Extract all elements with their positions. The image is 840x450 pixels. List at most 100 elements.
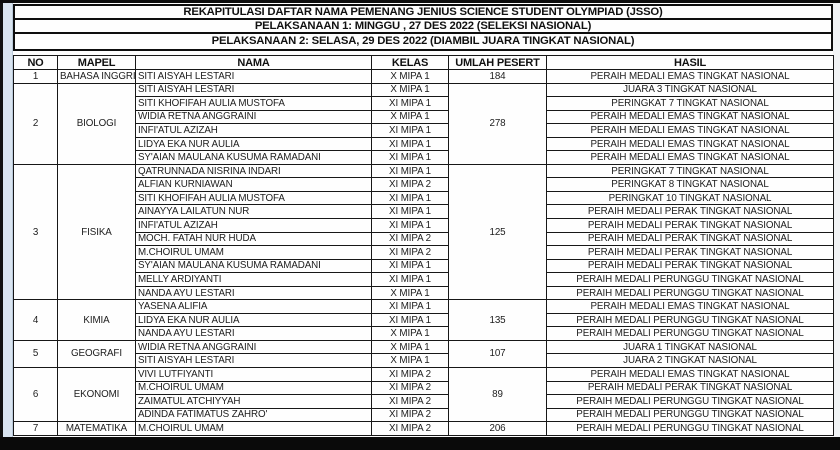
cell-hasil: PERAIH MEDALI PERUNGGU TINGKAT NASIONAL [546,312,834,328]
table-row: SY'AIAN MAULANA KUSUMA RAMADANI XI MIPA 1… [14,150,834,165]
cell-kelas: XI MIPA 2 [371,177,449,192]
cell-jumlah: 107 [448,339,547,369]
column-header: HASIL [546,55,834,70]
cell-mapel: EKONOMI [57,367,136,423]
table-row: SITI AISYAH LESTARI X MIPA 1 JUARA 2 TINGK… [14,353,834,369]
spreadsheet-right-margin [833,3,840,437]
table-row: MELLY ARDIYANTI XI MIPA 1 PERAIH MEDALI PE… [14,272,834,287]
bottom-edge-bar [0,437,840,450]
table-row: LIDYA EKA NUR AULIA XI MIPA 1 PERAIH MEDAL… [14,136,834,152]
cell-nama: ADINDA FATIMATUS ZAHRO' [135,407,372,423]
cell-kelas: XI MIPA 1 [371,312,449,328]
cell-nama: WIDIA RETNA ANGGRAINI [135,109,372,125]
cell-nama: M.CHOIRUL UMAM [135,380,372,396]
cell-nama: NANDA AYU LESTARI [135,285,372,301]
top-edge-strip [0,0,840,3]
cell-no: 1 [13,69,58,84]
table-row: 2 BIOLOGI SITI AISYAH LESTARI X MIPA 1 278 JU… [13,82,834,165]
table-row: ZAIMATUL ATCHIYYAH XI MIPA 2 PERAIH MEDALI… [14,394,834,409]
cell-hasil: JUARA 3 TINGKAT NASIONAL [546,82,834,98]
cell-hasil: PERAIH MEDALI PERAK TINGKAT NASIONAL [546,245,834,260]
title-block: REKAPITULASI DAFTAR NAMA PEMENANG JENIUS… [13,4,833,51]
table-row: MOCH. FATAH NUR HUDA XI MIPA 2 PERAIH MEDA… [14,231,834,247]
cell-kelas: XI MIPA 1 [371,150,449,165]
cell-nama: SY'AIAN MAULANA KUSUMA RAMADANI [135,258,372,274]
table-row: NANDA AYU LESTARI X MIPA 1 PERAIH MEDALI P… [14,326,834,341]
cell-kelas: XI MIPA 2 [371,380,449,396]
cell-hasil: PERINGKAT 7 TINGKAT NASIONAL [546,163,834,179]
cell-hasil: PERAIH MEDALI PERAK TINGKAT NASIONAL [546,218,834,233]
column-header: NO [13,55,58,70]
column-header: KELAS [371,55,449,70]
cell-no: 5 [13,339,58,369]
table-row: 4 KIMIA YASENA ALIFIA XI MIPA 1 135 PERAIH ME… [13,299,834,341]
cell-hasil: PERAIH MEDALI EMAS TINGKAT NASIONAL [546,109,834,125]
cell-mapel: KIMIA [57,299,136,341]
table-row: INFI'ATUL AZIZAH XI MIPA 1 PERAIH MEDALI E… [14,123,834,138]
cell-nama: INFI'ATUL AZIZAH [135,123,372,138]
cell-jumlah: 89 [448,367,547,423]
table-row: SITI KHOFIFAH AULIA MUSTOFA XI MIPA 1 PERI… [14,96,834,111]
cell-kelas: XI MIPA 1 [371,190,449,206]
table-row: AINAYYA LAILATUN NUR XI MIPA 1 PERAIH MEDA… [14,204,834,219]
cell-nama: SITI AISYAH LESTARI [135,82,372,98]
cell-nama: MELLY ARDIYANTI [135,272,372,287]
cell-kelas: XI MIPA 1 [371,218,449,233]
cell-hasil: PERAIH MEDALI PERAK TINGKAT NASIONAL [546,231,834,247]
cell-hasil: PERAIH MEDALI EMAS TINGKAT NASIONAL [546,123,834,138]
cell-nama: VIVI LUTFIYANTI [135,367,372,382]
table-row: 3 FISIKA QATRUNNADA NISRINA INDARI XI MIPA … [13,163,834,301]
cell-nama: SY'AIAN MAULANA KUSUMA RAMADANI [135,150,372,165]
cell-mapel: BIOLOGI [57,82,136,165]
cell-jumlah: 125 [448,163,547,301]
table-row: LIDYA EKA NUR AULIA XI MIPA 1 PERAIH MEDAL… [14,312,834,328]
table-header-row: NO MAPEL NAMA KELAS UMLAH PESERT HASIL [13,55,834,70]
cell-mapel: BAHASA INGGRIS [57,69,136,84]
cell-hasil: PERAIH MEDALI PERUNGGU TINGKAT NASIONAL [546,285,834,301]
cell-hasil: PERAIH MEDALI PERAK TINGKAT NASIONAL [546,380,834,396]
cell-hasil: PERAIH MEDALI PERAK TINGKAT NASIONAL [546,204,834,219]
cell-kelas: X MIPA 1 [371,353,449,369]
cell-nama: ALFIAN KURNIAWAN [135,177,372,192]
cell-hasil: PERAIH MEDALI EMAS TINGKAT NASIONAL [546,69,834,84]
winners-table: NO MAPEL NAMA KELAS UMLAH PESERT HASIL 1 BAHAS… [13,55,834,436]
table-row: ALFIAN KURNIAWAN XI MIPA 2 PERINGKAT 8 TIN… [14,177,834,192]
cell-kelas: X MIPA 1 [371,109,449,125]
cell-kelas: XI MIPA 1 [371,96,449,111]
spreadsheet-left-margin [0,3,13,437]
column-header: NAMA [135,55,372,70]
table-row: M.CHOIRUL UMAM XI MIPA 2 PERAIH MEDALI PER… [14,245,834,260]
cell-hasil: PERAIH MEDALI PERAK TINGKAT NASIONAL [546,258,834,274]
table-body: 1 BAHASA INGGRIS SITI AISYAH LESTARI X MIPA… [13,69,834,436]
cell-kelas: X MIPA 1 [371,82,449,98]
cell-kelas: X MIPA 1 [371,69,449,84]
cell-nama: AINAYYA LAILATUN NUR [135,204,372,219]
cell-kelas: X MIPA 1 [371,326,449,341]
cell-hasil: PERINGKAT 7 TINGKAT NASIONAL [546,96,834,111]
cell-nama: SITI AISYAH LESTARI [135,353,372,369]
cell-hasil: PERAIH MEDALI PERUNGGU TINGKAT NASIONAL [546,407,834,423]
cell-no: 7 [13,421,58,436]
cell-nama: QATRUNNADA NISRINA INDARI [135,163,372,179]
table-row: ADINDA FATIMATUS ZAHRO' XI MIPA 2 PERAIH M… [14,407,834,423]
cell-hasil: PERAIH MEDALI PERUNGGU TINGKAT NASIONAL [546,272,834,287]
cell-nama: INFI'ATUL AZIZAH [135,218,372,233]
cell-kelas: XI MIPA 2 [371,245,449,260]
table-row: 6 EKONOMI VIVI LUTFIYANTI XI MIPA 2 89 PERAIH… [13,367,834,423]
cell-jumlah: 135 [448,299,547,341]
cell-nama: M.CHOIRUL UMAM [135,245,372,260]
cell-nama: LIDYA EKA NUR AULIA [135,136,372,152]
table-row: M.CHOIRUL UMAM XI MIPA 2 PERAIH MEDALI PER… [14,380,834,396]
table-row: SY'AIAN MAULANA KUSUMA RAMADANI XI MIPA 1… [14,258,834,274]
table-row: INFI'ATUL AZIZAH XI MIPA 1 PERAIH MEDALI P… [14,218,834,233]
cell-hasil: PERAIH MEDALI PERUNGGU TINGKAT NASIONAL [546,394,834,409]
title-subline-pelaksanaan-2: PELAKSANAAN 2: SELASA, 29 DES 2022 (DIAM… [211,35,635,48]
cell-jumlah: 278 [448,82,547,165]
cell-kelas: XI MIPA 1 [371,258,449,274]
cell-kelas: XI MIPA 2 [371,394,449,409]
cell-hasil: PERAIH MEDALI EMAS TINGKAT NASIONAL [546,150,834,165]
cell-kelas: XI MIPA 2 [371,407,449,423]
cell-no: 2 [13,82,58,165]
cell-hasil: PERAIH MEDALI PERUNGGU TINGKAT NASIONAL [546,326,834,341]
